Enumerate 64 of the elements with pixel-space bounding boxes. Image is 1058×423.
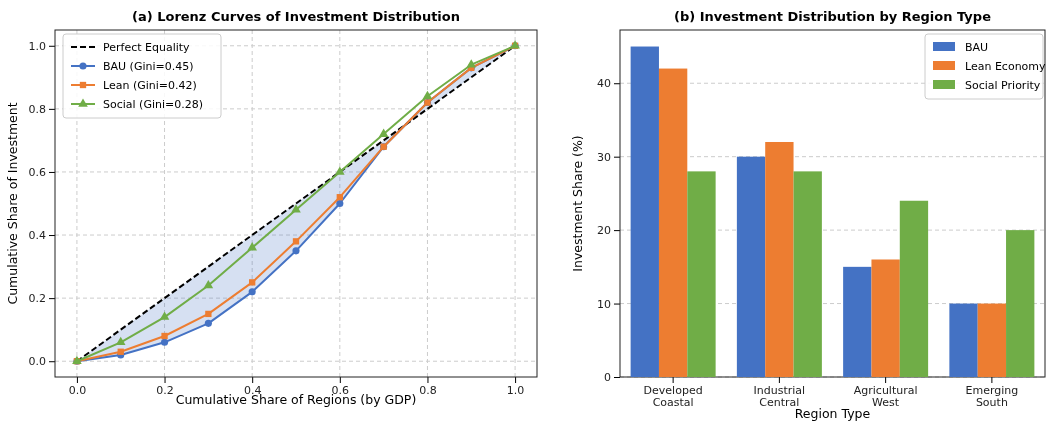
y-tick-label: 1.0 xyxy=(28,39,46,53)
y-tick-label: 10 xyxy=(597,297,611,311)
point xyxy=(161,332,168,340)
x-tick-label: 0.8 xyxy=(419,383,437,397)
point xyxy=(336,194,343,201)
chart-title: (b) Investment Distribution by Region Type xyxy=(674,9,992,24)
x-tick-label: 0.2 xyxy=(156,383,174,397)
point xyxy=(203,279,214,289)
bar xyxy=(658,68,688,377)
legend-label: Social Priority xyxy=(965,79,1041,92)
point xyxy=(422,90,433,100)
x-axis-title: Region Type xyxy=(794,406,871,421)
point xyxy=(291,204,301,213)
point xyxy=(117,348,124,355)
bar xyxy=(1006,230,1035,377)
point xyxy=(378,128,389,137)
point xyxy=(466,59,477,68)
bar xyxy=(949,303,978,377)
y-tick-label: 40 xyxy=(597,77,611,91)
point xyxy=(205,310,212,318)
y-tick-label: 0.8 xyxy=(28,102,46,116)
y-tick-label: 0.0 xyxy=(28,355,46,369)
legend-label: Social (Gini=0.28) xyxy=(103,98,204,111)
bar xyxy=(765,142,794,377)
bar xyxy=(899,200,929,377)
point xyxy=(336,199,344,208)
bar xyxy=(736,156,766,377)
bar xyxy=(977,303,1007,377)
y-axis-title: Investment Share (%) xyxy=(570,135,585,272)
point xyxy=(292,247,300,255)
y-tick-label: 0.4 xyxy=(28,229,46,243)
x-tick-label: Agricultural West xyxy=(853,383,918,409)
x-tick-label: 1.0 xyxy=(506,383,525,397)
point xyxy=(292,238,300,245)
point xyxy=(247,242,257,251)
y-tick-label: 30 xyxy=(597,150,611,164)
chart-title: (a) Lorenz Curves of Investment Distribution xyxy=(131,9,461,24)
y-tick-label: 0.2 xyxy=(28,292,46,306)
legend-label: BAU xyxy=(965,41,989,54)
bar xyxy=(843,266,872,377)
y-axis-title: Cumulative Share of Investment xyxy=(5,102,20,305)
point xyxy=(249,279,256,286)
x-tick-label: 0.6 xyxy=(331,383,350,397)
x-tick-label: Developed Coastal xyxy=(643,383,703,409)
y-tick-label: 20 xyxy=(597,224,611,238)
x-tick-label: Industrial Central xyxy=(753,383,806,409)
y-tick-label: 0.6 xyxy=(28,165,46,179)
legend-label: Lean Economy xyxy=(965,60,1047,73)
legend-label: BAU (Gini=0.45) xyxy=(103,60,194,73)
bar xyxy=(871,259,900,377)
bar xyxy=(793,171,822,377)
point xyxy=(159,311,170,320)
bar xyxy=(630,46,659,377)
legend-label: Lean (Gini=0.42) xyxy=(103,79,197,92)
bar xyxy=(687,171,716,377)
x-tick-label: 0.0 xyxy=(68,383,87,397)
point xyxy=(248,288,256,296)
x-tick-label: Emerging South xyxy=(965,383,1019,409)
point xyxy=(115,336,126,346)
point xyxy=(204,319,212,327)
point xyxy=(160,338,169,346)
point xyxy=(335,166,345,175)
legend-label: Perfect Equality xyxy=(103,41,191,54)
y-tick-label: 0 xyxy=(604,371,611,385)
